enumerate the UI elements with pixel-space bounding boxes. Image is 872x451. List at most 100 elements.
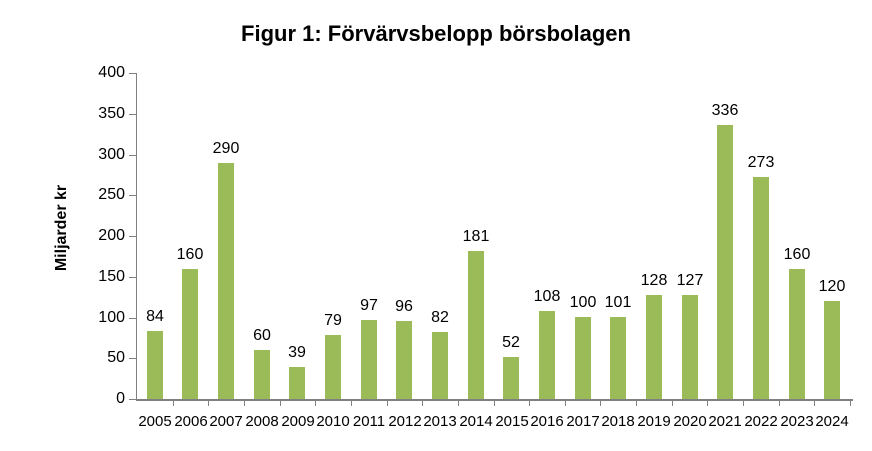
x-tick-mark xyxy=(387,399,388,406)
bar xyxy=(753,177,769,399)
bar xyxy=(468,251,484,399)
x-tick-mark xyxy=(707,399,708,406)
x-tick-label: 2006 xyxy=(174,413,208,430)
data-label: 60 xyxy=(253,327,271,344)
bar xyxy=(325,335,341,399)
y-tick-label: 250 xyxy=(98,186,125,203)
x-tick-mark xyxy=(208,399,209,406)
x-tick-mark xyxy=(529,399,530,406)
x-tick-label: 2022 xyxy=(744,413,778,430)
x-tick-label: 2008 xyxy=(245,413,279,430)
y-tick-mark xyxy=(129,277,136,278)
x-tick-mark xyxy=(422,399,423,406)
bar xyxy=(539,311,555,399)
x-tick-mark xyxy=(779,399,780,406)
x-tick-label: 2017 xyxy=(566,413,600,430)
x-tick-label: 2023 xyxy=(780,413,814,430)
x-tick-mark xyxy=(636,399,637,406)
data-label: 273 xyxy=(747,154,775,171)
data-label: 52 xyxy=(502,334,520,351)
y-tick-mark xyxy=(129,318,136,319)
data-label: 82 xyxy=(431,309,449,326)
bar xyxy=(503,357,519,399)
y-tick-mark xyxy=(129,399,136,400)
y-tick-label: 100 xyxy=(98,309,125,326)
bar xyxy=(575,317,591,399)
y-tick-mark xyxy=(129,236,136,237)
data-label: 127 xyxy=(676,272,704,289)
y-tick-label: 50 xyxy=(107,349,125,366)
bar xyxy=(396,321,412,399)
x-tick-mark xyxy=(814,399,815,406)
x-tick-mark xyxy=(600,399,601,406)
data-label: 181 xyxy=(462,228,490,245)
y-tick-mark xyxy=(129,155,136,156)
data-label: 39 xyxy=(288,344,306,361)
x-tick-label: 2011 xyxy=(352,413,386,430)
y-tick-label: 300 xyxy=(98,146,125,163)
x-tick-label: 2024 xyxy=(815,413,849,430)
bar xyxy=(182,269,198,399)
data-label: 160 xyxy=(176,246,204,263)
data-label: 79 xyxy=(324,312,342,329)
data-label: 120 xyxy=(818,278,846,295)
x-tick-label: 2020 xyxy=(673,413,707,430)
y-tick-mark xyxy=(129,73,136,74)
x-tick-mark xyxy=(280,399,281,406)
bar xyxy=(218,163,234,399)
data-label: 336 xyxy=(711,102,739,119)
x-tick-label: 2012 xyxy=(388,413,422,430)
x-tick-mark xyxy=(173,399,174,406)
y-tick-label: 150 xyxy=(98,268,125,285)
data-label: 128 xyxy=(640,272,668,289)
x-tick-label: 2016 xyxy=(530,413,564,430)
bar xyxy=(789,269,805,399)
x-tick-mark xyxy=(315,399,316,406)
bar xyxy=(717,125,733,399)
x-tick-label: 2005 xyxy=(138,413,172,430)
data-label: 96 xyxy=(395,298,413,315)
bar xyxy=(361,320,377,399)
chart-title: Figur 1: Förvärvsbelopp börsbolagen xyxy=(241,21,631,46)
y-tick-label: 0 xyxy=(116,390,125,407)
bar xyxy=(610,317,626,399)
data-label: 97 xyxy=(360,297,378,314)
bar xyxy=(254,350,270,399)
data-label: 84 xyxy=(146,308,164,325)
x-tick-label: 2014 xyxy=(459,413,493,430)
x-tick-mark xyxy=(351,399,352,406)
data-label: 108 xyxy=(533,288,561,305)
data-label: 101 xyxy=(604,294,632,311)
bar xyxy=(682,295,698,399)
y-tick-label: 350 xyxy=(98,105,125,122)
x-tick-label: 2021 xyxy=(708,413,742,430)
x-tick-label: 2015 xyxy=(495,413,529,430)
y-tick-mark xyxy=(129,195,136,196)
x-tick-label: 2009 xyxy=(281,413,315,430)
x-tick-mark xyxy=(458,399,459,406)
bar xyxy=(289,367,305,399)
x-tick-mark xyxy=(244,399,245,406)
x-tick-mark xyxy=(743,399,744,406)
x-tick-mark xyxy=(672,399,673,406)
x-tick-mark xyxy=(565,399,566,406)
bar xyxy=(147,331,163,399)
x-tick-label: 2018 xyxy=(601,413,635,430)
y-tick-label: 200 xyxy=(98,227,125,244)
y-tick-mark xyxy=(129,358,136,359)
x-tick-mark xyxy=(494,399,495,406)
y-axis-line xyxy=(136,73,137,401)
data-label: 160 xyxy=(783,246,811,263)
bar xyxy=(646,295,662,399)
x-tick-label: 2013 xyxy=(423,413,457,430)
bar xyxy=(824,301,840,399)
x-tick-label: 2007 xyxy=(209,413,243,430)
y-tick-mark xyxy=(129,114,136,115)
x-tick-label: 2019 xyxy=(637,413,671,430)
bar xyxy=(432,332,448,399)
x-tick-label: 2010 xyxy=(316,413,350,430)
data-label: 100 xyxy=(569,294,597,311)
y-tick-label: 400 xyxy=(98,64,125,81)
